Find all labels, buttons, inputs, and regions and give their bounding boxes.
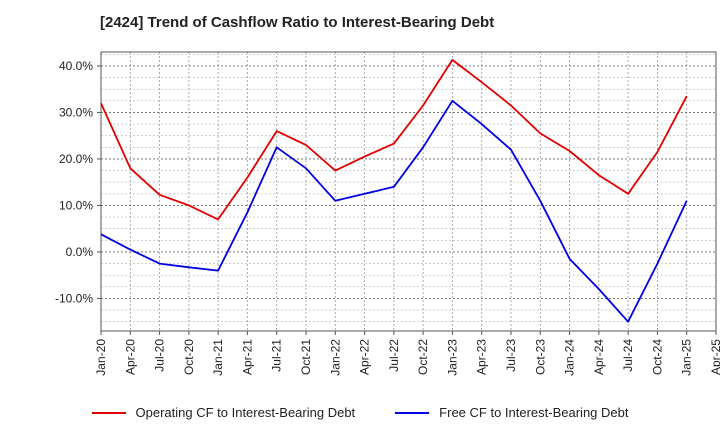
legend-item: Free CF to Interest-Bearing Debt: [395, 405, 628, 420]
legend-swatch: [395, 411, 430, 414]
legend-swatch: [91, 411, 126, 414]
x-tick-label: Jan-24: [563, 339, 577, 376]
x-tick-label: Jul-20: [153, 339, 167, 372]
legend-item: Operating CF to Interest-Bearing Debt: [91, 405, 356, 420]
x-tick-label: Oct-24: [650, 339, 664, 375]
y-tick-label: 40.0%: [59, 59, 93, 73]
legend-label: Free CF to Interest-Bearing Debt: [439, 405, 629, 420]
series-line-free-cf: [100, 99, 688, 323]
y-tick-label: 10.0%: [59, 198, 93, 212]
y-tick-label: 0.0%: [66, 245, 94, 259]
x-tick-label: Jul-22: [387, 339, 401, 372]
y-tick-label: 20.0%: [59, 152, 93, 166]
legend: Operating CF to Interest-Bearing Debt Fre…: [0, 405, 720, 420]
x-tick-label: Jul-21: [270, 339, 284, 372]
x-tick-label: Oct-21: [299, 339, 313, 375]
x-tick-label: Oct-23: [533, 339, 547, 375]
x-tick-label: Apr-20: [123, 339, 137, 375]
x-tick-label: Oct-22: [416, 339, 430, 375]
chart-title: [2424] Trend of Cashflow Ratio to Intere…: [100, 14, 495, 31]
x-tick-label: Jul-23: [504, 339, 518, 372]
x-tick-label: Jan-23: [445, 339, 459, 376]
x-tick-label: Jul-24: [621, 339, 635, 372]
x-tick-label: Jan-21: [211, 339, 225, 376]
x-tick-label: Oct-20: [182, 339, 196, 375]
plot-area: [101, 52, 716, 331]
x-tick-label: Jan-25: [680, 339, 694, 376]
x-tick-label: Apr-22: [358, 339, 372, 375]
x-tick-label: Jan-20: [94, 339, 108, 376]
x-tick-label: Apr-25: [709, 339, 720, 375]
y-tick-label: -10.0%: [55, 291, 93, 305]
x-tick-label: Jan-22: [328, 339, 342, 376]
y-tick-label: 30.0%: [59, 105, 93, 119]
x-tick-label: Apr-24: [592, 339, 606, 375]
plot-border: [100, 51, 717, 332]
series-line-operating-cf: [100, 59, 688, 221]
x-tick-label: Apr-21: [240, 339, 254, 375]
legend-label: Operating CF to Interest-Bearing Debt: [135, 405, 356, 420]
x-tick-label: Apr-23: [475, 339, 489, 375]
